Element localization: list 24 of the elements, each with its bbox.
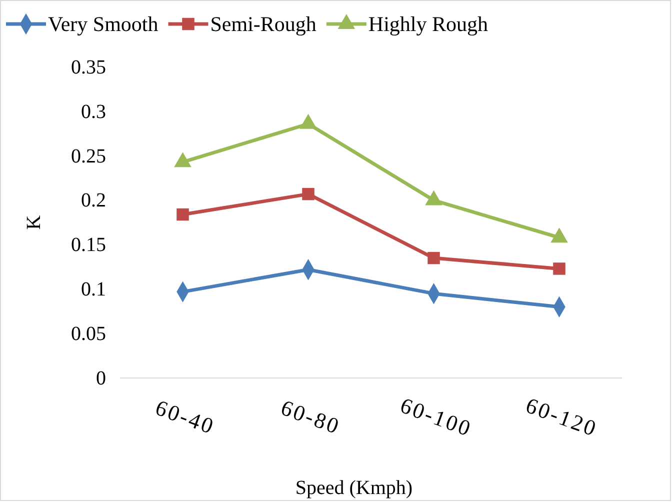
x-axis-title: Speed (Kmph) [295,477,413,499]
y-axis-title: K [23,214,45,230]
x-tick-label: 60-100 [397,392,476,442]
point [176,208,189,221]
y-tick-label: 0.1 [81,278,106,301]
x-tick-label: 60-40 [152,394,218,440]
point [428,252,440,264]
point [425,190,442,206]
point [553,262,566,275]
legend-label: Highly Rough [368,12,489,36]
y-tick-label: 0.3 [81,100,106,123]
y-tick-label: 0 [96,367,106,390]
y-tick-label: 0.15 [71,234,106,256]
legend-label: Semi-Rough [210,12,317,36]
y-tick-label: 0.05 [71,322,106,345]
x-tick-label: 60-120 [522,392,602,442]
y-tick-label: 0.35 [71,56,106,78]
point [300,114,317,129]
y-tick-label: 0.2 [81,190,106,212]
x-tick-label: 60-80 [278,394,344,440]
point [302,188,314,200]
y-tick-label: 0.25 [71,145,106,168]
point [174,152,192,168]
legend-label: Very Smooth [48,12,159,36]
